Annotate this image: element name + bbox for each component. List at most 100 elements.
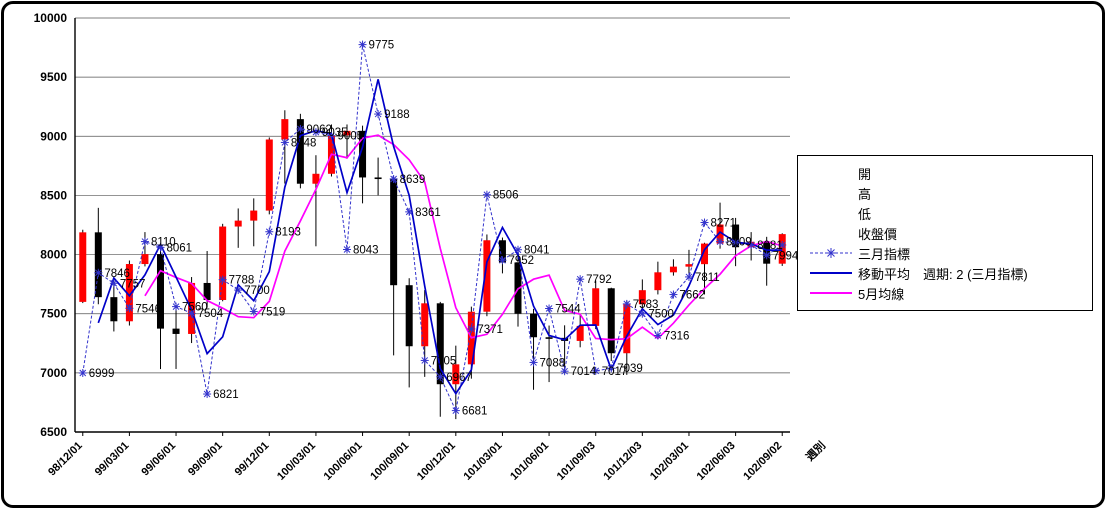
candle-body [141, 254, 149, 265]
legend-item-indicator: 三月指標 [808, 243, 1086, 263]
data-label: 7316 [664, 330, 690, 342]
data-label: 6967 [446, 372, 472, 384]
star-marker-icon [126, 304, 133, 312]
star-marker-icon [514, 246, 522, 254]
data-label: 8361 [415, 207, 441, 219]
star-marker-icon [234, 286, 242, 294]
star-marker-icon [747, 241, 755, 249]
data-label: 8043 [353, 244, 379, 256]
star-marker-icon [405, 208, 413, 216]
star-marker-icon [203, 390, 211, 398]
star-marker-icon [763, 251, 771, 259]
legend-label: 5月均線 [858, 286, 905, 302]
candle-body [359, 130, 367, 178]
legend-label: 三月指標 [858, 246, 911, 262]
legend-label: 收盤價 [858, 226, 898, 242]
star-marker-icon [701, 219, 708, 226]
star-marker-icon [141, 238, 149, 245]
data-label: 8506 [493, 190, 519, 202]
candle-body [265, 139, 273, 211]
y-axis-tick-label: 8500 [40, 188, 67, 202]
data-label: 8271 [711, 218, 737, 230]
y-axis-tick-label: 10000 [34, 11, 68, 25]
y-axis-tick-label: 7000 [40, 366, 67, 380]
star-marker-icon [110, 279, 118, 287]
data-label: 7700 [244, 285, 270, 297]
data-label: 7371 [477, 324, 503, 336]
candle-body [716, 224, 724, 244]
data-label: 7811 [695, 272, 720, 284]
candle-body [156, 254, 164, 329]
data-label: 8639 [400, 174, 426, 186]
moving-average-line [97, 79, 783, 396]
star-marker-icon [638, 310, 646, 318]
x-axis-title: 週別 [803, 438, 828, 463]
star-marker-icon [188, 309, 195, 317]
legend-label: 開 [858, 166, 872, 182]
candle-body [576, 325, 584, 341]
y-axis-tick-label: 7500 [40, 307, 67, 321]
data-label: 6999 [89, 368, 115, 380]
candle-body [172, 328, 180, 334]
candle-body [374, 177, 382, 180]
data-label: 8110 [151, 237, 176, 249]
legend-sample-empty [808, 166, 854, 180]
legend-sample-magenta-line [808, 286, 854, 300]
y-axis-tick-label: 6500 [40, 425, 67, 439]
data-label: 7994 [773, 250, 799, 262]
data-label: 8193 [275, 227, 301, 239]
star-marker-icon [561, 367, 568, 375]
x-axis-tick-label: 99/03/01 [93, 440, 132, 479]
legend-sample-empty [808, 186, 854, 200]
data-label: 9775 [369, 40, 395, 52]
candle-body [436, 303, 444, 385]
star-marker-icon [390, 175, 397, 183]
data-label: 7039 [617, 363, 643, 375]
data-label: 8948 [291, 137, 317, 149]
y-axis-tick-label: 8000 [40, 248, 67, 262]
x-axis-tick-label: 101/03/01 [461, 440, 504, 483]
candle-body [296, 119, 304, 184]
ma5-line [144, 134, 783, 341]
star-marker-icon [483, 191, 491, 199]
data-label: 7105 [431, 355, 457, 367]
indicator-markers [78, 40, 787, 415]
star-marker-icon [499, 256, 506, 264]
candle-body [343, 130, 351, 136]
candle-body [701, 243, 709, 265]
candle-body [483, 240, 491, 312]
star-marker-icon [452, 407, 460, 414]
star-marker-icon [79, 369, 87, 377]
candle-body [110, 297, 118, 322]
x-axis-tick-label: 99/12/01 [233, 440, 272, 479]
candle-body [498, 240, 506, 263]
data-label: 7583 [633, 299, 659, 311]
star-marker-icon [94, 269, 102, 277]
legend-item-low: 低 [808, 203, 1086, 223]
star-marker-icon [172, 303, 180, 310]
y-axis-tick-label: 9500 [40, 70, 67, 84]
x-axis-tick-label: 101/12/03 [601, 440, 644, 483]
data-label: 7504 [198, 308, 224, 320]
x-axis-tick-label: 99/06/01 [139, 440, 178, 479]
data-label: 7662 [679, 290, 705, 302]
data-label: 6681 [462, 406, 488, 418]
legend-label: 移動平均 週期: 2 (三月指標) [858, 266, 1028, 282]
data-label: 7560 [182, 302, 208, 314]
x-axis-tick-label: 101/06/01 [508, 440, 551, 483]
star-marker-icon [826, 248, 836, 258]
data-label: 8081 [757, 240, 783, 252]
legend-label: 高 [858, 186, 872, 202]
star-marker-icon [654, 332, 662, 339]
x-axis-tick-label: 100/06/01 [322, 440, 365, 483]
data-label: 7088 [540, 357, 566, 369]
star-marker-icon [328, 132, 335, 140]
star-marker-icon [732, 239, 739, 247]
candle-body [390, 178, 398, 286]
legend-item-high: 高 [808, 183, 1086, 203]
data-label: 7017 [602, 366, 628, 378]
star-marker-icon [265, 228, 273, 236]
legend: 開 高 低 收盤價 [797, 155, 1093, 311]
data-label: 7792 [586, 274, 612, 286]
